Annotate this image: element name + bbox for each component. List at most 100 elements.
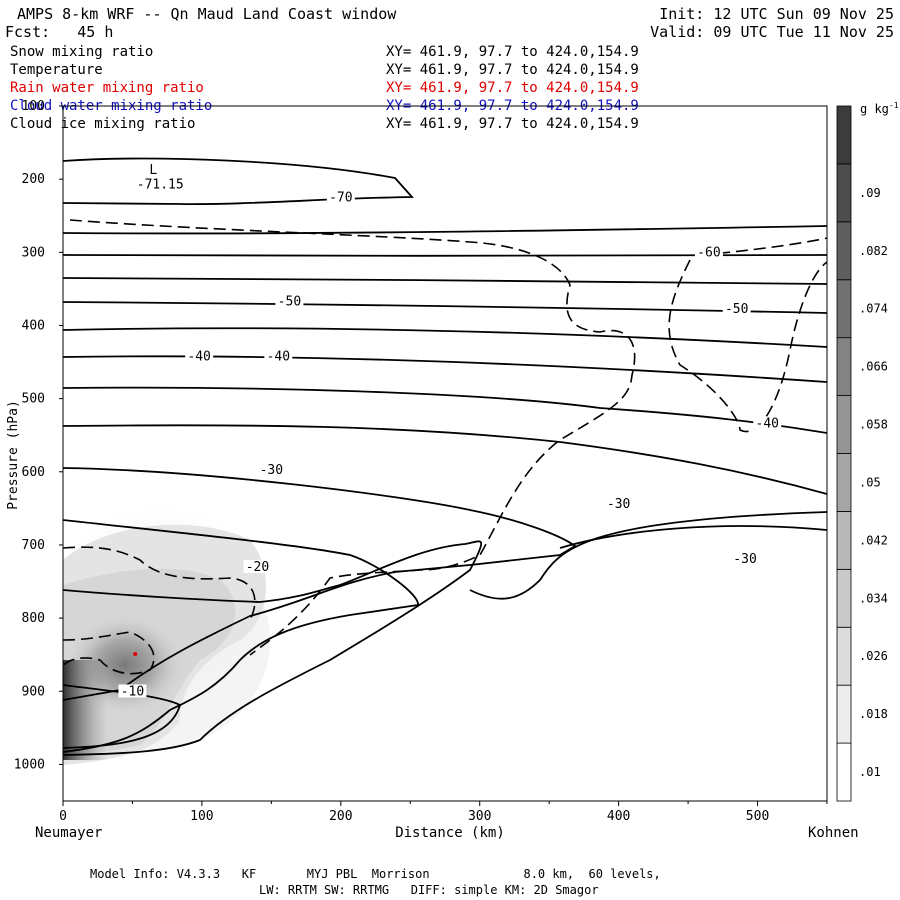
init-time: Init: 12 UTC Sun 09 Nov 25 [659,5,894,23]
contour-label: -30 [260,463,283,478]
y-tick-label: 500 [22,392,45,407]
x-axis: 0 100 200 300 400 500 [59,801,828,824]
valid-time: Valid: 09 UTC Tue 11 Nov 25 [650,23,894,41]
colorbar-swatch [836,105,852,165]
colorbar-swatch [836,221,852,281]
x-tick-label: 100 [190,809,213,824]
y-tick-label: 900 [22,684,45,699]
y-tick-label: 600 [22,465,45,480]
contour-label-bg [257,462,286,476]
x-tick-label: 0 [59,809,67,824]
contour-label-bg [264,349,293,363]
field-name-temperature: Temperature [10,62,103,78]
contour-label: -50 [278,295,301,310]
contour-label-bg [753,416,782,430]
field-name-cloudice: Cloud ice mixing ratio [10,116,196,132]
contour-label-bg [243,560,272,574]
y-tick-label: 200 [22,172,45,187]
marker-point [133,651,138,656]
colorbar-level-label: .05 [859,475,881,489]
colorbar-level-label: .074 [859,302,888,316]
colorbar-swatch [836,626,852,686]
chart-title: AMPS 8-km WRF -- Qn Maud Land Coast wind… [17,5,397,23]
fcst-value: 45 h [77,23,114,41]
mixing-ratio-shading [63,505,270,765]
contour-label: -20 [246,560,269,575]
contour-label: -70 [329,191,352,206]
field-xy-cloudice: XY= 461.9, 97.7 to 424.0,154.9 [386,116,639,132]
y-tick-label: 1000 [14,757,45,772]
x-axis-label: Distance (km) [395,825,505,841]
y-axis-label: Pressure (hPa) [6,400,21,510]
colorbar: .01 .018 .026 .034 .042 .05 .058 .066 .074 .082 .0… [836,105,888,802]
field-xy-snow: XY= 461.9, 97.7 to 424.0,154.9 [386,44,639,60]
colorbar-level-label: .066 [859,360,888,374]
contour-label-bg [694,245,723,259]
contour-label: -50 [725,302,748,317]
contour-label: L [149,163,157,178]
colorbar-level-label: .082 [859,244,888,258]
colorbar-level-label: .09 [859,186,881,200]
field-name-snow: Snow mixing ratio [10,44,154,60]
contour-label: -40 [756,417,779,432]
colorbar-level-label: .034 [859,591,888,605]
y-axis: 100 200 300 400 500 600 700 800 900 1000 [14,99,63,772]
contour-label: -30 [733,552,756,567]
colorbar-unit: g kg-1 [860,101,899,116]
x-tick-label: 400 [607,809,630,824]
contour-label: -60 [697,246,720,261]
colorbar-swatch [836,511,852,570]
y-tick-label: 700 [22,538,45,553]
x-tick-label: 500 [746,809,769,824]
colorbar-swatch [836,279,852,339]
x-tick-label: 200 [329,809,352,824]
contour-label-bg [604,497,633,511]
forecast-label: Fcst: 45 h [5,24,113,40]
colorbar-level-label: .018 [859,707,888,721]
contour-label-bg [134,177,187,191]
plot-frame [62,105,828,802]
colorbar-swatch [836,395,852,454]
x-endpoint-left: Neumayer [35,825,102,841]
x-tick-label: 300 [468,809,491,824]
contour-label-bg [118,684,147,698]
contour-label-bg [326,190,355,204]
colorbar-swatch [836,453,852,512]
contour-label: -71.15 [137,177,184,192]
y-tick-label: 400 [22,318,45,333]
contour-label: -40 [267,349,290,364]
contour-label-bg [185,349,214,363]
y-tick-label: 100 [22,99,45,114]
contour-labels: -70-70-71.15L-60-50-50-40-40-40-30-30-30… [118,162,782,699]
contour-label-bg [731,552,760,566]
colorbar-level-label: .042 [859,533,888,547]
fcst-label: Fcst: [5,23,51,41]
colorbar-unit-base: g kg [860,102,889,116]
contour-label: -40 [187,349,210,364]
colorbar-swatch [836,568,852,628]
colorbar-unit-exp: -1 [889,101,899,110]
model-info-line1: Model Info: V4.3.3 KF MYJ PBL Morrison 8… [90,867,661,881]
model-info-line2: LW: RRTM SW: RRTMG DIFF: simple KM: 2D S… [259,883,599,897]
x-endpoint-right: Kohnen [808,825,859,841]
y-tick-label: 300 [22,245,45,260]
field-xy-rain: XY= 461.9, 97.7 to 424.0,154.9 [386,80,639,96]
colorbar-swatch [836,163,852,223]
contour-label: -30 [607,497,630,512]
colorbar-swatch [836,684,852,744]
temperature-contours [63,157,827,756]
field-name-rain: Rain water mixing ratio [10,80,204,96]
colorbar-level-label: .026 [859,649,888,663]
y-tick-label: 800 [22,611,45,626]
contour-label-bg [147,162,160,176]
contour-label: -10 [121,684,144,699]
field-xy-temperature: XY= 461.9, 97.7 to 424.0,154.9 [386,62,639,78]
mixing-ratio-contours [63,219,827,675]
colorbar-level-label: .058 [859,418,888,432]
contour-label-bg [722,301,751,315]
contour-label-bg [275,294,304,308]
colorbar-swatch [836,337,852,396]
colorbar-swatch [836,742,852,802]
colorbar-level-label: .01 [859,765,881,779]
